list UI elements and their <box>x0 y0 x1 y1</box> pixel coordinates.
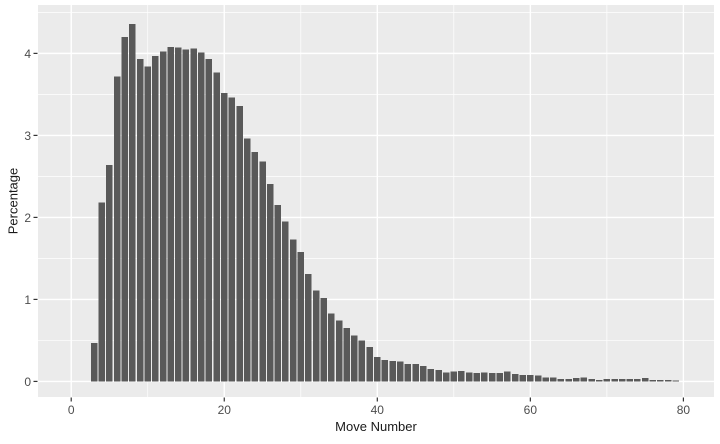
histogram-bar <box>228 97 236 382</box>
x-tick-label: 20 <box>218 403 232 417</box>
histogram-bar <box>205 59 213 382</box>
histogram-bar <box>473 373 481 382</box>
histogram-bar <box>259 161 266 382</box>
histogram-bar <box>289 239 297 382</box>
histogram-bar <box>419 365 427 382</box>
histogram-bar <box>358 340 366 382</box>
histogram-bar <box>106 164 113 382</box>
histogram-bar <box>519 374 526 382</box>
histogram-bar <box>580 377 588 382</box>
histogram-bar <box>182 49 190 382</box>
histogram-bar <box>343 328 350 382</box>
histogram-bar <box>90 342 98 382</box>
histogram-bar <box>511 374 519 382</box>
histogram-bar <box>657 379 664 382</box>
histogram-bar <box>527 374 534 382</box>
histogram-bar <box>442 372 450 382</box>
histogram-bar <box>603 378 611 382</box>
histogram-bar <box>190 48 197 382</box>
histogram-bar <box>152 55 159 382</box>
x-axis-title: Move Number <box>335 419 417 434</box>
histogram-bar <box>121 36 129 382</box>
histogram-bar <box>98 202 106 382</box>
histogram-bar <box>404 364 412 382</box>
histogram-bar <box>389 360 396 382</box>
x-tick-label: 60 <box>524 403 538 417</box>
histogram-bar <box>672 380 679 382</box>
histogram-bar <box>641 378 649 382</box>
histogram-bar <box>504 371 511 382</box>
histogram-bar <box>381 360 389 382</box>
histogram-bar <box>144 66 151 382</box>
histogram-bar <box>198 52 205 382</box>
histogram-bar <box>374 356 381 382</box>
x-tick-label: 40 <box>371 403 385 417</box>
histogram-bar <box>435 369 442 382</box>
histogram-bar <box>320 297 327 382</box>
histogram-bar <box>282 221 289 382</box>
histogram-bar <box>366 346 373 382</box>
histogram-bar <box>488 373 496 382</box>
histogram-bar <box>588 378 595 382</box>
histogram-bar <box>595 379 603 382</box>
histogram-bar <box>397 361 404 382</box>
y-tick-label: 3 <box>24 129 31 143</box>
histogram-bar <box>328 313 335 382</box>
histogram-bar <box>266 183 274 382</box>
histogram-bar <box>221 92 228 382</box>
histogram-bar <box>335 320 343 382</box>
histogram-bar <box>236 105 243 382</box>
histogram-bar <box>129 23 136 382</box>
histogram-bar <box>634 378 641 382</box>
histogram-bar <box>611 378 618 382</box>
histogram-bar <box>297 251 305 382</box>
histogram-bar <box>274 205 282 382</box>
histogram-bar <box>113 76 121 382</box>
histogram-bar <box>312 290 320 382</box>
y-tick-label: 1 <box>24 293 31 307</box>
x-tick-label: 0 <box>68 403 75 417</box>
x-tick-label: 80 <box>677 403 691 417</box>
histogram-bar <box>213 72 220 382</box>
histogram-bar <box>458 370 465 382</box>
histogram-bar <box>626 378 634 382</box>
histogram-bar <box>573 378 580 382</box>
histogram-bar <box>159 51 167 382</box>
histogram-bar <box>427 369 435 382</box>
histogram-bar <box>557 378 565 382</box>
y-axis-title: Percentage <box>5 167 21 235</box>
y-tick-label: 4 <box>24 47 31 61</box>
histogram-bar <box>465 372 473 382</box>
histogram-bar <box>175 47 182 382</box>
histogram-bar <box>450 371 458 382</box>
histogram-bar <box>243 138 251 382</box>
histogram-bar <box>496 373 503 382</box>
y-tick-label: 2 <box>24 211 31 225</box>
histogram-bar <box>542 377 549 382</box>
histogram-bar <box>649 379 657 382</box>
histogram-bar <box>565 378 572 382</box>
histogram-bar <box>136 59 144 382</box>
histogram-bar <box>351 335 358 382</box>
histogram-bar <box>167 46 174 382</box>
histogram-bar <box>412 364 419 382</box>
histogram-bar <box>618 378 626 382</box>
histogram-bar <box>481 372 488 382</box>
y-tick-label: 0 <box>24 375 31 389</box>
histogram-bar <box>664 379 672 382</box>
histogram-bar <box>251 151 259 382</box>
histogram-bar <box>534 375 542 382</box>
histogram-bar <box>305 273 312 382</box>
histogram-bar <box>550 377 557 382</box>
